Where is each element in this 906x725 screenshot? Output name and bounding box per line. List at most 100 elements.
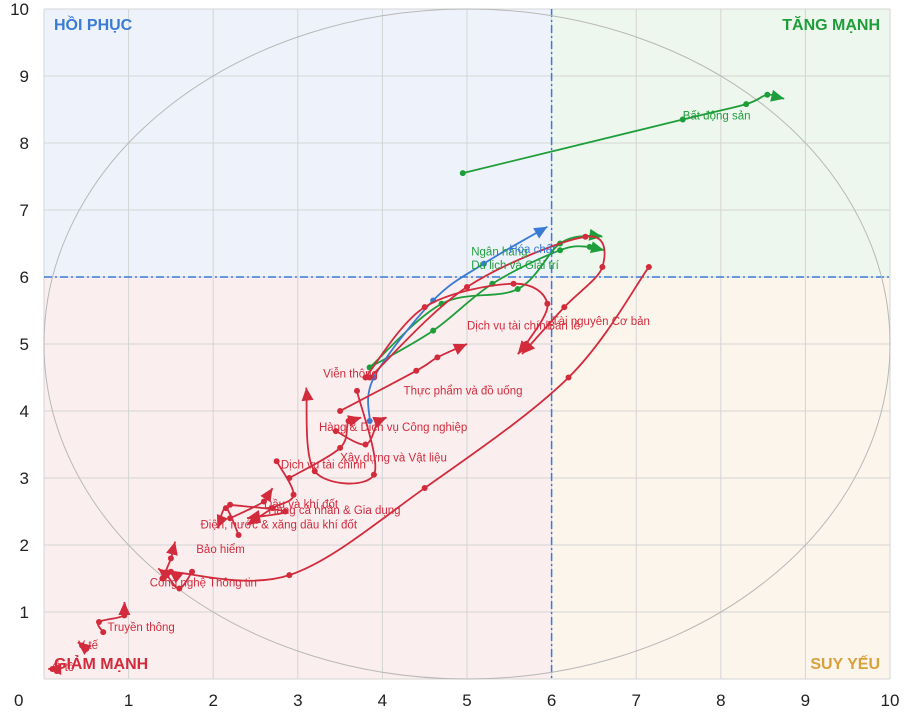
series-point: [370, 471, 377, 478]
series-point: [561, 304, 568, 311]
series-trail: [227, 487, 274, 522]
series-point: [430, 327, 437, 334]
series-point: [480, 260, 487, 267]
series-trail: [286, 415, 362, 481]
series-trail: [157, 567, 196, 592]
series-arrowhead: [169, 570, 184, 584]
y-tick-label: 5: [20, 335, 29, 354]
series-point: [290, 491, 297, 498]
series-arrowhead: [347, 415, 362, 427]
series-point: [100, 629, 107, 636]
series-point: [189, 568, 196, 575]
series-label: Công nghệ Thông tin: [150, 578, 257, 590]
quadrant-label-bottom-right: SUY YẾU: [810, 654, 880, 673]
y-tick-label: 1: [20, 603, 29, 622]
y-tick-label: 3: [20, 469, 29, 488]
series-trails: [48, 89, 785, 675]
series-point: [514, 286, 521, 293]
series-arrowhead: [301, 387, 314, 402]
series-trail: [160, 263, 652, 584]
series-point: [544, 300, 551, 307]
series-arrowhead: [260, 488, 273, 503]
series-arrowhead: [48, 662, 62, 675]
x-tick-labels: 0 1 2 3 4 5 6 7 8 9 10: [14, 691, 899, 710]
x-tick-label: 4: [378, 691, 387, 710]
series-point: [421, 304, 428, 311]
series-label: Xây dựng và Vật liệu: [340, 452, 447, 464]
series-point: [645, 263, 652, 270]
y-tick-label: 9: [20, 67, 29, 86]
series-line: [339, 343, 468, 412]
x-tick-label: 9: [801, 691, 810, 710]
x-tick-label: 10: [881, 691, 900, 710]
x-tick-label: 0: [14, 691, 23, 710]
series-label: Viễn thông: [323, 368, 378, 381]
series-arrowhead: [452, 343, 467, 355]
series-label: Du lịch và Giải trí: [471, 260, 559, 272]
series-label: Dầu và khí đốt: [264, 499, 339, 511]
series-arrowhead: [216, 513, 229, 529]
series-label: Hàng cá nhân & Gia dụng: [268, 505, 400, 517]
series-point: [95, 619, 102, 626]
series-label: Bất động sản: [683, 111, 751, 123]
x-tick-label: 2: [208, 691, 217, 710]
series-trail: [301, 387, 377, 485]
series-point: [222, 505, 229, 512]
series-label: Thực phẩm và đồ uống: [404, 385, 523, 397]
y-tick-label: 8: [20, 134, 29, 153]
series-trail: [216, 505, 242, 538]
series-label: Điện, nước & xăng dầu khí đốt: [201, 519, 358, 531]
reference-ellipse-outline: [43, 8, 891, 680]
series-label: Tài nguyên Cơ bản: [552, 316, 650, 328]
series-label: Hóa chất: [509, 244, 556, 256]
series-point: [167, 555, 174, 562]
series-point: [510, 280, 517, 287]
series-point: [311, 468, 318, 475]
series-point: [337, 444, 344, 451]
x-tick-label: 3: [293, 691, 302, 710]
threshold-lines: [44, 9, 890, 679]
x-tick-label: 7: [631, 691, 640, 710]
series-point: [764, 91, 771, 98]
x-tick-label: 1: [124, 691, 133, 710]
series-point: [235, 531, 242, 538]
y-tick-label: 7: [20, 201, 29, 220]
series-point: [582, 233, 589, 240]
series-trail: [459, 89, 785, 177]
series-point: [565, 374, 572, 381]
y-tick-label: 6: [20, 268, 29, 287]
quadrant-labels: HỒI PHỤC TĂNG MẠNH GIẢM MẠNH SUY YẾU: [54, 15, 880, 673]
series-arrowhead: [118, 601, 131, 615]
series-point: [273, 458, 280, 465]
series-trail: [366, 233, 606, 381]
series-arrowhead: [588, 228, 603, 241]
series-point: [413, 367, 420, 374]
series-label: Ngân hàng: [471, 247, 527, 259]
reference-ellipse: [43, 8, 891, 680]
series-trail: [95, 601, 131, 636]
x-tick-label: 8: [716, 691, 725, 710]
series-arrowhead: [372, 416, 387, 429]
y-tick-label: 10: [10, 0, 29, 19]
series-label: Bán lẻ: [547, 320, 580, 332]
series-point: [599, 263, 606, 270]
series-trail: [77, 641, 92, 655]
series-point: [337, 408, 344, 414]
quadrant-label-top-right: TĂNG MẠNH: [782, 15, 880, 34]
series-arrowhead: [166, 541, 178, 556]
y-tick-label: 4: [20, 402, 29, 421]
quadrant-label-bottom-left: GIẢM MẠNH: [54, 654, 148, 673]
series-point: [557, 247, 564, 254]
series-label: Dịch vụ tài chính: [281, 460, 366, 472]
series-trail: [332, 416, 387, 448]
x-tick-label: 5: [462, 691, 471, 710]
series-arrowhead: [247, 510, 261, 522]
series-arrowhead: [158, 568, 173, 582]
y-tick-label: 2: [20, 536, 29, 555]
series-label: Hàng & Dịch vụ Công nghiệp: [319, 422, 467, 434]
y-tick-labels: 1 2 3 4 5 6 7 8 9 10: [10, 0, 29, 622]
series-arrowhead: [590, 241, 605, 254]
series-label: Truyền thông: [107, 622, 174, 634]
